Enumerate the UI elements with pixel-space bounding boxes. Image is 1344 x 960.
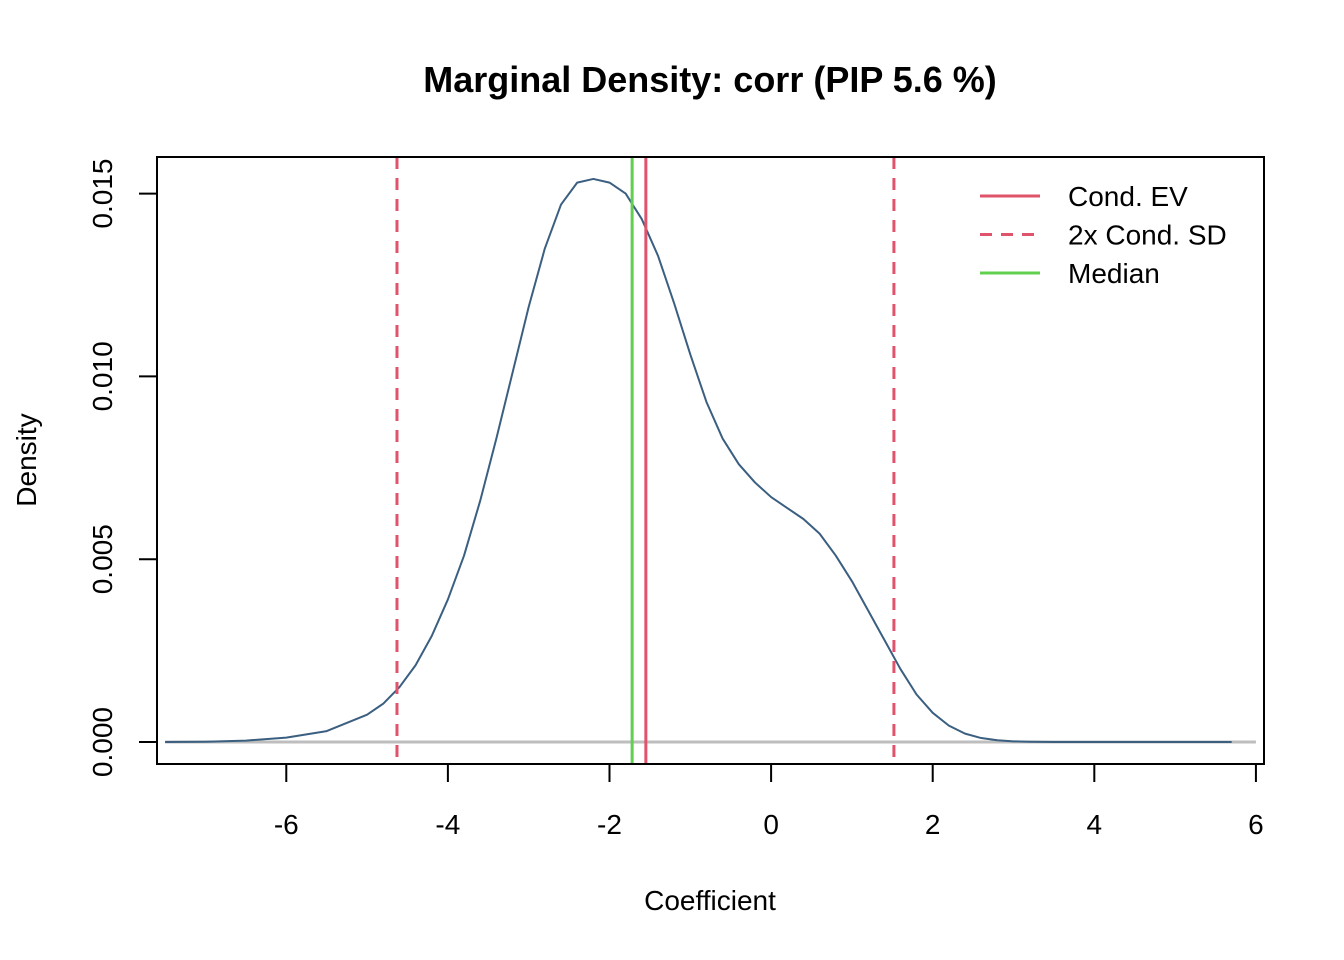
x-tick-label: -2 [597, 809, 622, 840]
legend: Cond. EV 2x Cond. SD Median [980, 181, 1227, 289]
y-tick-label: 0.005 [87, 524, 118, 594]
x-tick-label: -6 [274, 809, 299, 840]
x-axis: -6 -4 -2 0 2 4 6 [274, 763, 1264, 840]
y-tick-label: 0.015 [87, 159, 118, 229]
legend-label-2x-cond-sd: 2x Cond. SD [1068, 220, 1227, 251]
x-tick-label: 6 [1248, 809, 1264, 840]
y-axis: 0.000 0.005 0.010 0.015 [87, 159, 158, 777]
y-axis-label: Density [11, 413, 42, 506]
y-tick-label: 0.000 [87, 707, 118, 777]
x-tick-label: -4 [435, 809, 460, 840]
x-axis-label: Coefficient [644, 885, 776, 916]
x-tick-label: 0 [763, 809, 779, 840]
y-tick-label: 0.010 [87, 341, 118, 411]
chart-title: Marginal Density: corr (PIP 5.6 %) [423, 59, 997, 100]
x-tick-label: 4 [1087, 809, 1103, 840]
legend-label-cond-ev: Cond. EV [1068, 181, 1188, 212]
legend-label-median: Median [1068, 258, 1160, 289]
density-curve [165, 177, 1232, 744]
plot-area [165, 157, 1256, 764]
x-tick-label: 2 [925, 809, 941, 840]
